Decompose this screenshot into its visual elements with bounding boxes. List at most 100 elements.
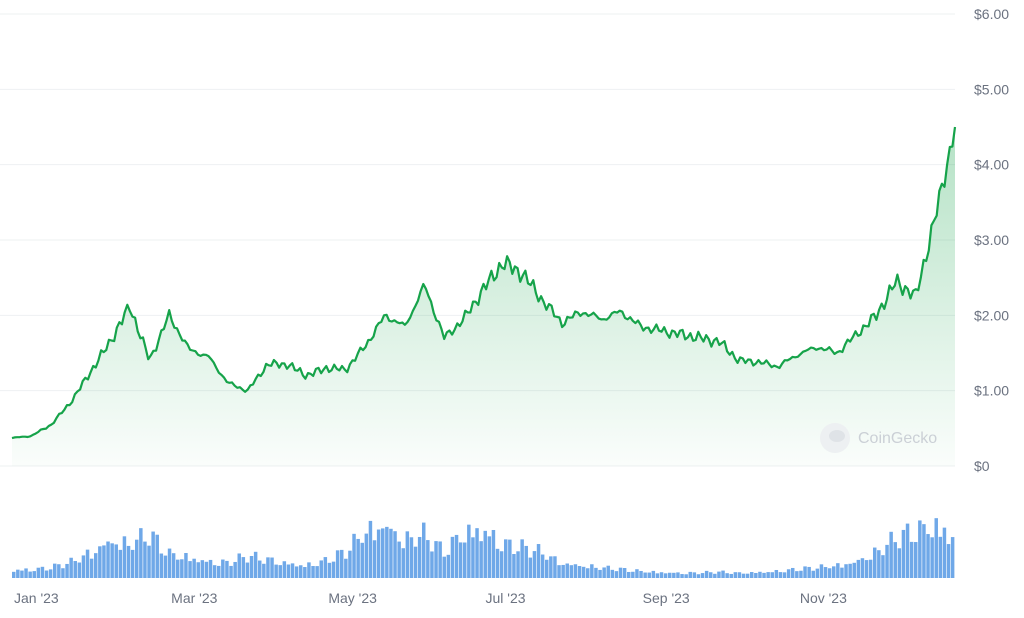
volume-bar [577, 566, 582, 578]
volume-bar [446, 554, 451, 578]
volume-bar [934, 518, 938, 578]
volume-bar [417, 536, 422, 578]
volume-bar [81, 555, 86, 578]
volume-bar [688, 571, 692, 578]
volume-bar [245, 562, 250, 578]
volume-bar [524, 545, 528, 578]
volume-bar [16, 569, 20, 578]
volume-bar [475, 528, 479, 578]
volume-bar [532, 551, 537, 578]
volume-bar [950, 537, 955, 578]
volume-bar [360, 542, 364, 578]
volume-bar [889, 531, 893, 578]
volume-bar [938, 536, 943, 578]
volume-bar [28, 571, 32, 578]
volume-bar [836, 563, 840, 578]
volume-bar [819, 564, 824, 578]
volume-bar [778, 572, 783, 578]
volume-bar [32, 571, 36, 578]
volume-bar [344, 558, 348, 578]
volume-bar [704, 570, 709, 578]
volume-bar [733, 572, 738, 578]
volume-bar [143, 541, 147, 578]
volume-bar [918, 520, 922, 578]
volume-bar [44, 570, 49, 578]
volume-bar [89, 558, 94, 578]
volume-bar [364, 533, 369, 578]
volume-bar [627, 571, 631, 578]
volume-bar [811, 570, 815, 578]
volume-bar [61, 568, 65, 578]
volume-bar [48, 569, 53, 578]
volume-bar [422, 522, 426, 578]
volume-bar [815, 568, 820, 578]
volume-bar [655, 573, 660, 578]
volume-bar [680, 574, 684, 578]
volume-bar [401, 548, 405, 578]
volume-bar [782, 572, 787, 578]
volume-bar [180, 559, 184, 578]
volume-bar [741, 573, 746, 578]
volume-bar [253, 551, 258, 578]
volume-bar [676, 572, 680, 578]
volume-bar [762, 572, 766, 578]
volume-bar [102, 545, 106, 578]
volume-bar [352, 533, 356, 578]
volume-bar [663, 573, 668, 578]
volume-bar [212, 565, 217, 578]
volume-bar [893, 542, 897, 578]
price-line [11, 126, 957, 440]
volume-bar [348, 550, 352, 578]
volume-bar [413, 546, 418, 578]
volume-bar [53, 563, 57, 578]
price-area-fill [12, 127, 955, 466]
volume-bar [217, 565, 221, 578]
volume-bar [696, 574, 701, 578]
volume-bar [315, 566, 319, 578]
volume-bar [98, 546, 102, 578]
volume-bar [184, 553, 188, 578]
volume-bar [57, 564, 61, 578]
volume-bar [922, 524, 926, 578]
volume-bar [672, 572, 676, 578]
volume-bar [106, 541, 110, 578]
volume-bar [155, 534, 159, 578]
volume-bar [852, 562, 856, 578]
volume-bar [241, 557, 246, 578]
volume-bar [614, 571, 619, 578]
volume-bar [545, 559, 549, 578]
volume-bar [786, 569, 791, 578]
volume-bar [897, 548, 902, 578]
volume-bar [606, 565, 610, 578]
volume-bar [700, 573, 705, 578]
volume-bar [40, 566, 45, 578]
volume-bar [36, 567, 41, 578]
volume-bar [942, 527, 947, 578]
x-tick-label: Jul '23 [486, 590, 526, 606]
volume-bar [766, 572, 770, 578]
volume-bar [12, 571, 16, 578]
volume-bar [791, 567, 795, 578]
volume-bar [692, 572, 697, 578]
volume-bar [561, 564, 565, 578]
volume-bar [85, 549, 90, 578]
volume-bar [536, 544, 541, 578]
volume-bar [635, 569, 639, 578]
volume-bar [832, 566, 836, 578]
volume-bar [266, 557, 270, 578]
volume-bar [442, 556, 446, 578]
volume-bar [856, 559, 861, 578]
y-tick-label: $1.00 [974, 383, 1009, 399]
volume-bar [130, 549, 135, 578]
volume-bar [647, 572, 651, 578]
volume-bar [122, 536, 127, 578]
volume-bar [299, 565, 303, 578]
volume-bar [385, 526, 389, 578]
coingecko-logo-face [829, 430, 845, 442]
volume-bar [397, 541, 401, 578]
volume-bar [225, 560, 229, 578]
volume-bar [549, 556, 553, 578]
volume-bar [639, 570, 643, 578]
y-tick-label: $2.00 [974, 307, 1009, 323]
volume-bar [307, 562, 311, 578]
